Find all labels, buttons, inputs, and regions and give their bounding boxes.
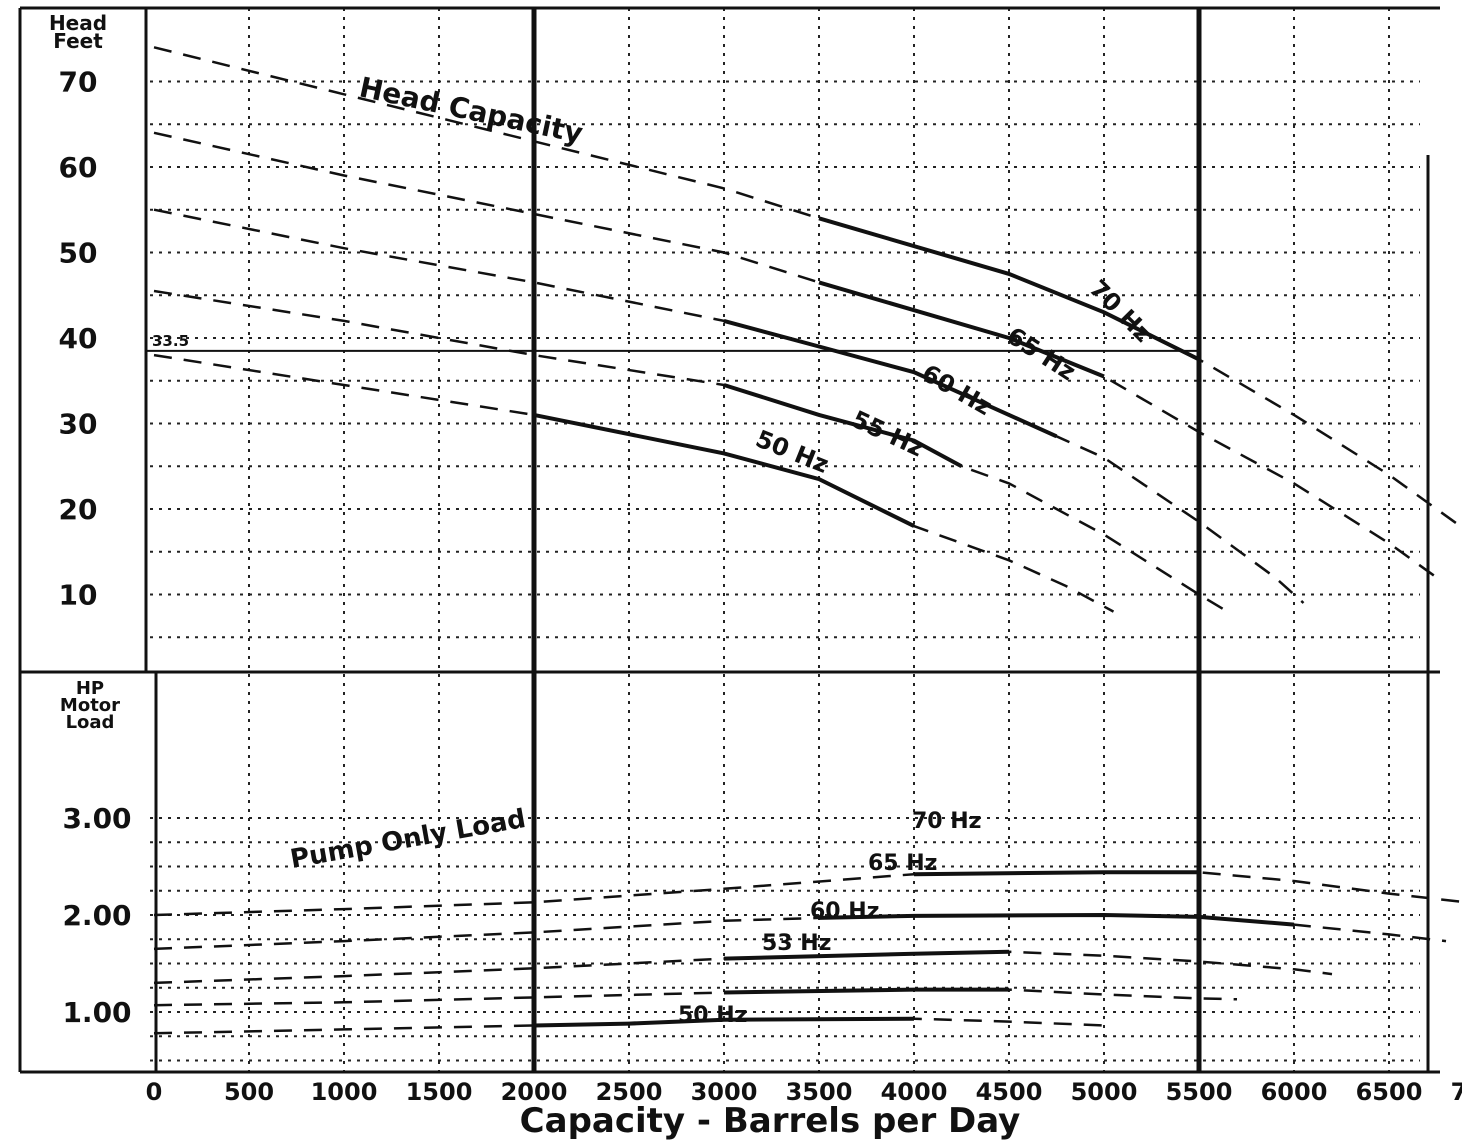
y-axis-title-head: Head Feet — [49, 11, 107, 53]
load-series-label: 65 Hz — [868, 851, 938, 876]
load-series-label: 70 Hz — [912, 809, 982, 834]
y-tick-head: 50 — [59, 237, 98, 270]
load-series-label: 60 Hz — [810, 899, 880, 924]
y-tick-head: 40 — [59, 322, 98, 355]
x-tick-label: 3000 — [691, 1078, 758, 1106]
y-tick-head: 20 — [59, 493, 98, 526]
annotation-pump-only-load: Pump Only Load — [288, 804, 528, 875]
head-series-line — [153, 46, 1462, 529]
load-series-line — [153, 950, 1333, 985]
head-operating-range — [723, 383, 963, 469]
annotation-head-capacity: Head Capacity — [357, 71, 586, 151]
head-series-line — [153, 208, 1305, 604]
y-axis-title-word: Head — [49, 11, 107, 35]
load-operating-range — [723, 987, 1009, 995]
y-tick-load: 3.00 — [62, 802, 131, 835]
head-series-label: 55 Hz — [847, 405, 928, 462]
head-series-line — [153, 131, 1438, 579]
x-tick-label: 4000 — [881, 1078, 948, 1106]
head-series-label: 70 Hz — [1084, 274, 1157, 347]
y-axis-title-load: HP Motor Load — [60, 678, 120, 733]
chart-labels: Capacity - Barrels per Day 33.5 10 20 30 40 5… — [49, 11, 1462, 1141]
load-operating-range — [818, 912, 1295, 927]
head-operating-range — [818, 280, 1105, 379]
head-operating-range — [723, 318, 1058, 439]
y-tick-load: 2.00 — [62, 899, 131, 932]
head-series-label: 60 Hz — [917, 359, 997, 421]
x-tick-label: 0 — [146, 1078, 163, 1106]
load-series-label: 50 Hz — [678, 1003, 748, 1028]
y-tick-head: 30 — [59, 408, 98, 441]
x-tick-label: 7000 — [1451, 1078, 1462, 1106]
x-tick-label: 500 — [224, 1078, 274, 1106]
y-tick-head: 10 — [59, 579, 98, 612]
x-axis-title: Capacity - Barrels per Day — [520, 1101, 1021, 1141]
x-tick-label: 1000 — [311, 1078, 378, 1106]
x-tick-label: 5500 — [1166, 1078, 1233, 1106]
head-series-line — [153, 289, 1229, 613]
load-series-label: 53 Hz — [762, 931, 832, 956]
x-tick-label: 3500 — [786, 1078, 853, 1106]
y-tick-head: 70 — [59, 66, 98, 99]
x-tick-label: 6000 — [1261, 1078, 1328, 1106]
reference-line-label: 33.5 — [152, 332, 189, 350]
y-axis-title-word: Feet — [53, 29, 103, 53]
load-operating-range — [723, 949, 1010, 961]
y-tick-head: 60 — [59, 151, 98, 184]
load-series-line — [153, 871, 1462, 917]
y-tick-load: 1.00 — [62, 996, 131, 1029]
head-operating-range — [533, 412, 915, 528]
x-tick-label: 1500 — [406, 1078, 473, 1106]
grid — [150, 8, 1420, 1072]
x-tick-label: 2500 — [596, 1078, 663, 1106]
x-tick-label: 6500 — [1356, 1078, 1423, 1106]
series-lines — [153, 46, 1462, 1035]
y-axis-title-word: HP — [76, 678, 104, 699]
load-series-line — [153, 1017, 1114, 1035]
y-axis-title-word: Load — [66, 712, 115, 733]
x-tick-label: 4500 — [976, 1078, 1043, 1106]
load-operating-range — [913, 870, 1199, 877]
head-series-label: 65 Hz — [1002, 322, 1081, 387]
x-tick-label: 2000 — [501, 1078, 568, 1106]
y-axis-title-word: Motor — [60, 695, 120, 716]
head-operating-range — [818, 216, 1200, 362]
load-operating-range — [533, 1016, 915, 1028]
x-tick-label: 5000 — [1071, 1078, 1138, 1106]
